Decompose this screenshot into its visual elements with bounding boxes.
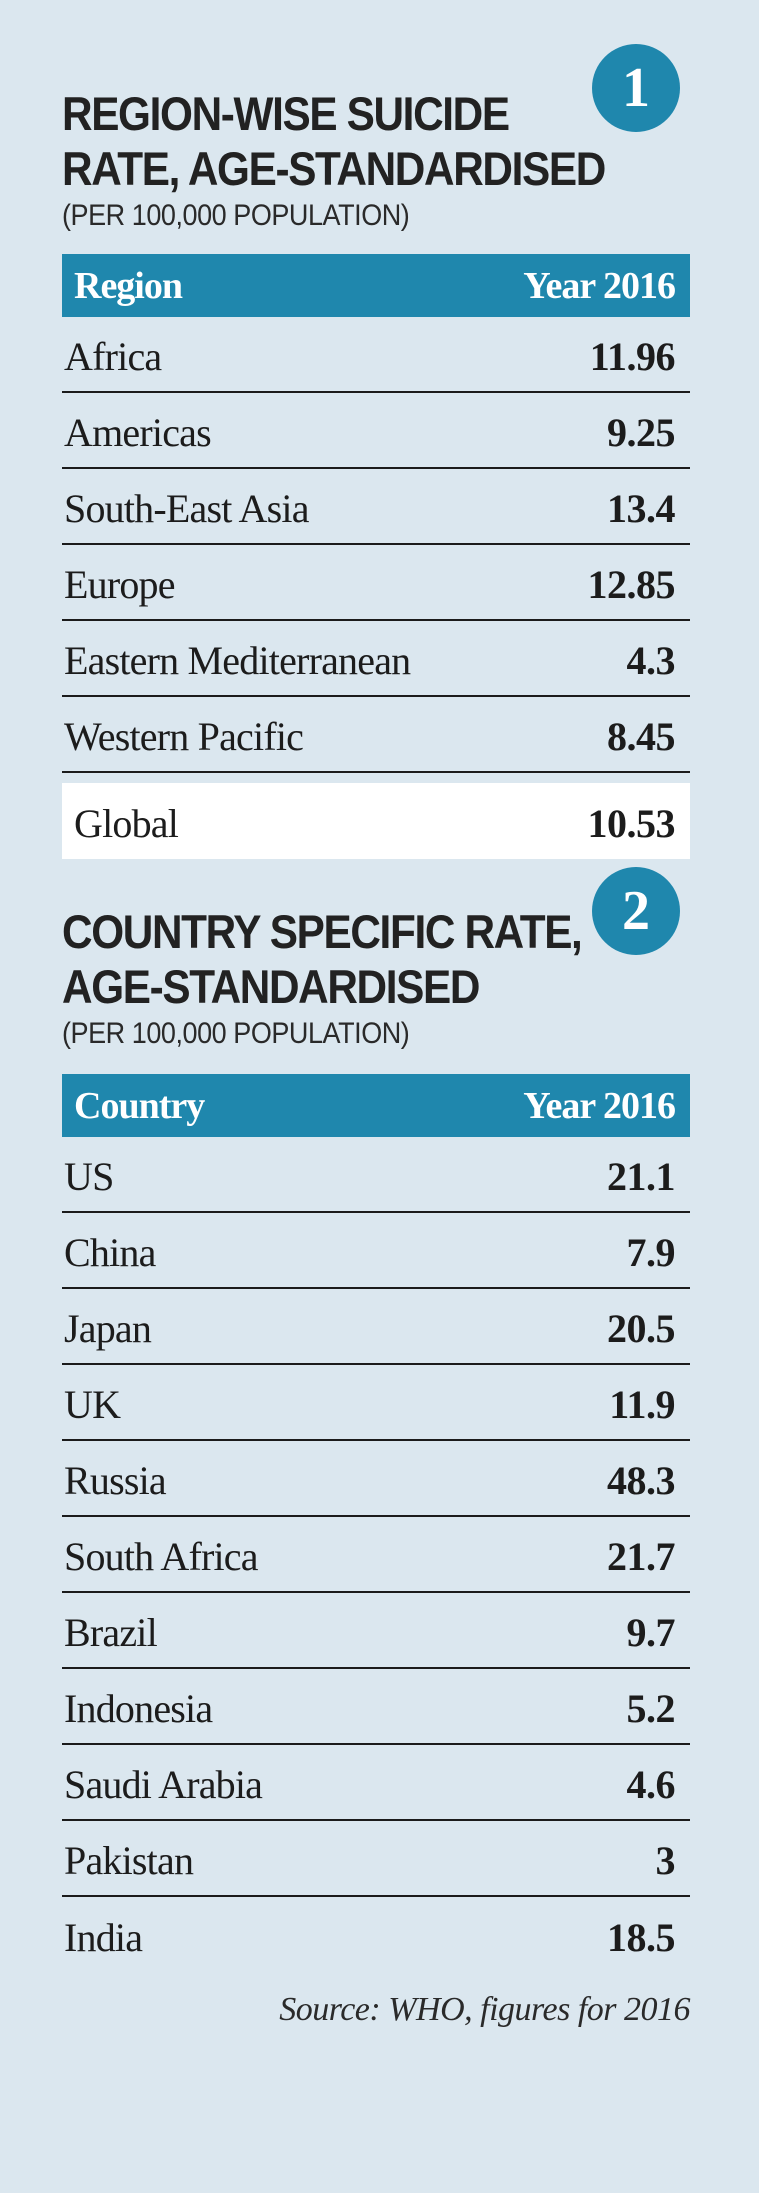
region-section-subtitle: (PER 100,000 POPULATION) [62,199,410,232]
country-value: 48.3 [607,1457,676,1503]
country-value: 9.7 [626,1609,676,1655]
year-column-header: Year 2016 [523,1084,676,1127]
table-row: Europe 12.85 [62,545,690,621]
table-row: South Africa 21.7 [62,1517,690,1593]
table-row: Saudi Arabia 4.6 [62,1745,690,1821]
region-table-header: Region Year 2016 [62,254,690,317]
table-row: Indonesia 5.2 [62,1669,690,1745]
global-value: 10.53 [587,800,676,846]
country-label: Indonesia [64,1685,213,1731]
region-label: Eastern Mediterranean [64,637,411,683]
global-label: Global [74,800,179,846]
country-label: UK [64,1381,121,1427]
country-table-body: US 21.1 China 7.9 Japan 20.5 UK 11.9 Russia 48.3 S… [62,1137,690,1973]
country-value: 11.9 [609,1381,675,1427]
region-label: Africa [64,333,162,379]
table-row: Brazil 9.7 [62,1593,690,1669]
global-row: Global 10.53 [62,783,690,859]
table-row: Africa 11.96 [62,317,690,393]
country-label: Pakistan [64,1837,194,1883]
region-value: 12.85 [587,561,676,607]
region-table: Region Year 2016 Africa 11.96 Americas 9.25… [62,254,690,859]
region-value: 11.96 [589,333,676,379]
table-row: US 21.1 [62,1137,690,1213]
country-table: Country Year 2016 US 21.1 China 7.9 Japan 20.… [62,1074,690,1973]
country-label: US [64,1153,114,1199]
country-value: 21.1 [607,1153,676,1199]
country-label: India [64,1914,143,1960]
country-value: 21.7 [607,1533,676,1579]
country-section-subtitle: (PER 100,000 POPULATION) [62,1017,410,1050]
table-row: Eastern Mediterranean 4.3 [62,621,690,697]
table-row: India 18.5 [62,1897,690,1973]
year-column-header: Year 2016 [523,264,676,307]
table-row: UK 11.9 [62,1365,690,1441]
country-table-header: Country Year 2016 [62,1074,690,1137]
table-row: Pakistan 3 [62,1821,690,1897]
table-row: Russia 48.3 [62,1441,690,1517]
table-row: Americas 9.25 [62,393,690,469]
country-label: China [64,1229,156,1275]
region-section-title-line-1: REGION-WISE SUICIDE [62,87,510,140]
region-label: Europe [64,561,176,607]
country-value: 20.5 [607,1305,676,1351]
region-section-header: 1 REGION-WISE SUICIDE RATE, AGE-STANDARD… [62,0,699,234]
country-section-title-line-2: AGE-STANDARDISED [62,960,480,1013]
region-table-body: Africa 11.96 Americas 9.25 South-East Asia 13… [62,317,690,773]
table-row: Western Pacific 8.45 [62,697,690,773]
country-value: 4.6 [626,1761,676,1807]
country-label: South Africa [64,1533,259,1579]
section-number-badge-2: 2 [592,867,680,955]
region-value: 9.25 [607,409,676,455]
region-value: 8.45 [607,713,676,759]
country-section-title-line-1: COUNTRY SPECIFIC RATE, [62,905,583,958]
country-label: Russia [64,1457,167,1503]
table-row: China 7.9 [62,1213,690,1289]
region-value: 13.4 [607,485,676,531]
region-label: Americas [64,409,212,455]
country-section-header: 2 COUNTRY SPECIFIC RATE, AGE-STANDARDISE… [62,859,699,1052]
region-value: 4.3 [626,637,676,683]
country-value: 3 [655,1837,676,1883]
country-value: 18.5 [607,1914,676,1960]
source-note: Source: WHO, figures for 2016 [279,1991,690,2028]
table-row: South-East Asia 13.4 [62,469,690,545]
country-label: Brazil [64,1609,158,1655]
country-label: Japan [64,1305,152,1351]
country-label: Saudi Arabia [64,1761,263,1807]
table-row: Japan 20.5 [62,1289,690,1365]
section-number-badge-1: 1 [592,44,680,132]
country-value: 7.9 [626,1229,676,1275]
country-value: 5.2 [626,1685,676,1731]
region-label: South-East Asia [64,485,309,531]
country-column-header: Country [74,1084,205,1127]
region-column-header: Region [74,264,183,307]
region-label: Western Pacific [64,713,304,759]
region-section-title-line-2: RATE, AGE-STANDARDISED [62,142,606,195]
